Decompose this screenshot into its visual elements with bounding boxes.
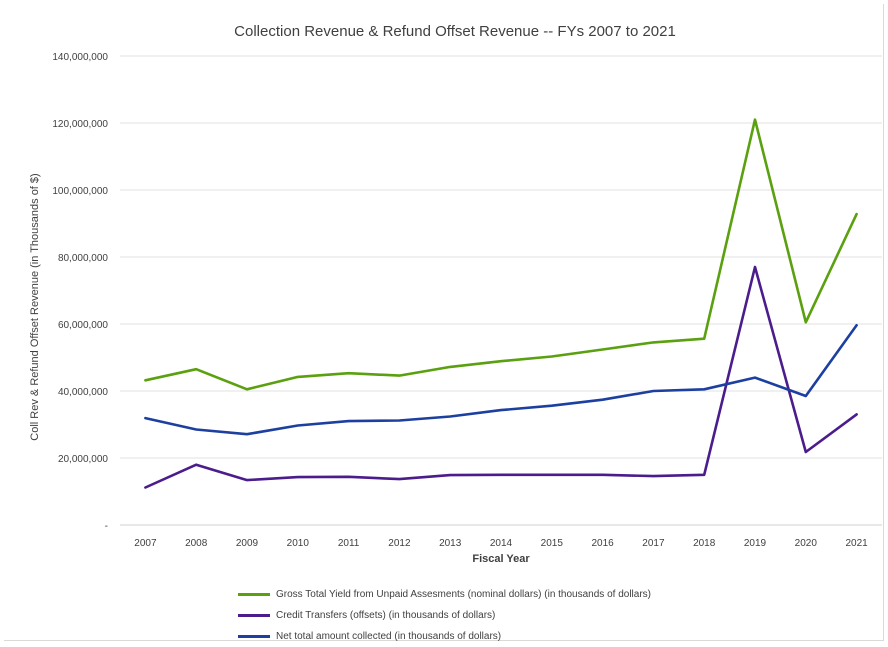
x-axis-label: Fiscal Year — [472, 553, 530, 565]
x-tick-label: 2015 — [541, 538, 564, 549]
x-tick-label: 2011 — [338, 538, 360, 549]
x-tick-label: 2010 — [287, 538, 310, 549]
x-tick-label: 2016 — [591, 538, 614, 549]
series-lines — [144, 118, 858, 489]
x-tick-label: 2008 — [185, 538, 208, 549]
x-tick-label: 2018 — [693, 538, 716, 549]
x-tick-label: 2007 — [134, 538, 157, 549]
y-tick-label: - — [105, 521, 108, 532]
x-tick-label: 2013 — [439, 538, 462, 549]
y-tick-label: 20,000,000 — [58, 454, 108, 465]
x-tick-label: 2012 — [388, 538, 411, 549]
x-tick-label: 2014 — [490, 538, 513, 549]
legend-entry-net-collected: Net total amount collected (in thousands… — [238, 626, 838, 647]
legend-swatch-blue — [238, 635, 270, 638]
legend-swatch-green — [238, 593, 270, 596]
y-axis-label: Coll Rev & Refund Offset Revenue (in Tho… — [29, 173, 41, 440]
x-tick-label: 2009 — [236, 538, 259, 549]
y-tick-label: 40,000,000 — [58, 387, 108, 398]
legend-label: Net total amount collected (in thousands… — [276, 631, 502, 642]
legend-label: Gross Total Yield from Unpaid Assesments… — [276, 589, 651, 600]
legend-label: Credit Transfers (offsets) (in thousands… — [276, 610, 496, 621]
x-tick-label: 2019 — [744, 538, 767, 549]
y-tick-label: 140,000,000 — [52, 52, 108, 63]
x-tick-label: 2021 — [845, 538, 868, 549]
x-tick-label: 2017 — [642, 538, 665, 549]
y-tick-label: 120,000,000 — [52, 119, 108, 130]
y-tick-label: 60,000,000 — [58, 320, 108, 331]
y-tick-label: 100,000,000 — [52, 186, 108, 197]
line-net-total-collected — [144, 323, 858, 436]
legend-entry-credit-transfers: Credit Transfers (offsets) (in thousands… — [238, 605, 838, 626]
chart-legend: Gross Total Yield from Unpaid Assesments… — [238, 584, 838, 647]
gridlines — [120, 55, 882, 526]
x-axis-tick-labels: 2007 2008 2009 2010 2011 2012 2013 2014 2015 2016… — [134, 538, 868, 549]
line-credit-transfers — [144, 265, 858, 489]
chart-title: Collection Revenue & Refund Offset Reven… — [234, 23, 676, 40]
x-tick-label: 2020 — [795, 538, 818, 549]
line-gross-total-yield — [144, 118, 858, 391]
chart-frame — [4, 4, 884, 641]
y-tick-label: 80,000,000 — [58, 253, 108, 264]
legend-swatch-purple — [238, 614, 270, 617]
legend-entry-gross-yield: Gross Total Yield from Unpaid Assesments… — [238, 584, 838, 605]
y-axis-tick-labels: - 20,000,000 40,000,000 60,000,000 80,000,00… — [52, 52, 108, 532]
